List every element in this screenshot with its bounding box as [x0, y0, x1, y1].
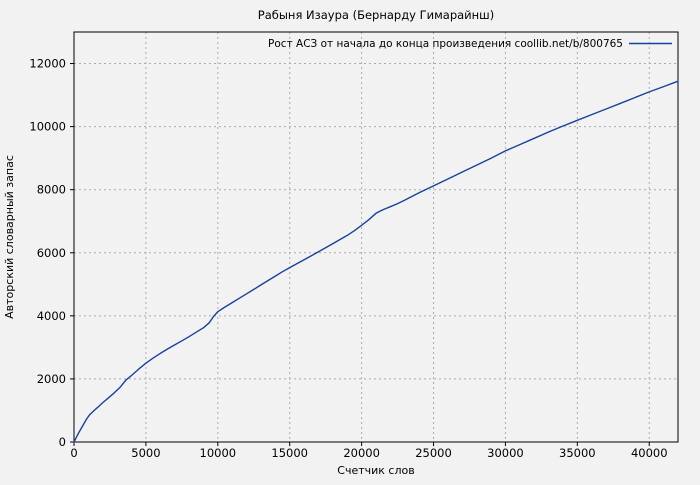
x-tick-label: 5000 — [131, 446, 160, 460]
y-tick-label: 8000 — [37, 183, 66, 197]
x-tick-label: 25000 — [415, 446, 452, 460]
series-line — [73, 80, 679, 443]
y-tick-label: 0 — [59, 435, 66, 449]
gridlines — [74, 32, 678, 442]
y-tick-labels: 0 2000 4000 6000 8000 10000 12000 — [29, 57, 66, 449]
x-tick-label: 20000 — [343, 446, 380, 460]
axis-ticks — [70, 63, 650, 446]
chart-title: Рабыня Изаура (Бернарду Гимарайнш) — [258, 8, 494, 22]
y-axis-label: Авторский словарный запас — [3, 155, 16, 319]
y-tick-label: 10000 — [29, 120, 66, 134]
legend-label: Рост АСЗ от начала до конца произведения… — [268, 38, 623, 50]
plot-border — [73, 31, 679, 443]
x-tick-label: 10000 — [200, 446, 237, 460]
x-tick-label: 15000 — [271, 446, 308, 460]
y-tick-label: 12000 — [29, 57, 66, 71]
x-tick-label: 0 — [70, 446, 77, 460]
x-tick-label: 30000 — [487, 446, 524, 460]
x-tick-label: 35000 — [559, 446, 596, 460]
y-tick-label: 6000 — [37, 246, 66, 260]
x-tick-labels: 0 5000 10000 15000 20000 25000 30000 35000 40000 — [70, 446, 667, 460]
y-tick-label: 2000 — [37, 372, 66, 386]
y-tick-label: 4000 — [37, 309, 66, 323]
legend: Рост АСЗ от начала до конца произведения… — [268, 38, 672, 50]
x-axis-label: Счетчик слов — [337, 464, 414, 477]
x-tick-label: 40000 — [631, 446, 668, 460]
